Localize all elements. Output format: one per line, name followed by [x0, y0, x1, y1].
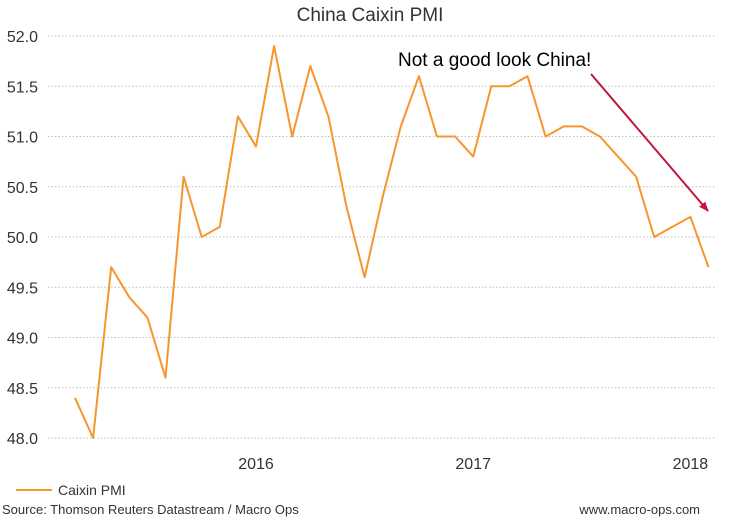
- y-tick-label: 48.0: [7, 431, 38, 448]
- x-tick-label: 2018: [673, 456, 709, 473]
- annotation-arrow: [590, 73, 709, 212]
- gridlines: [48, 35, 716, 439]
- legend-label: Caixin PMI: [58, 482, 126, 498]
- website-text: www.macro-ops.com: [578, 502, 700, 517]
- annotation-text: Not a good look China!: [398, 50, 591, 71]
- y-tick-label: 49.0: [7, 331, 38, 348]
- x-tick-label: 2016: [238, 456, 274, 473]
- y-tick-label: 50.5: [7, 180, 38, 197]
- y-tick-label: 48.5: [7, 381, 38, 398]
- chart-title: China Caixin PMI: [297, 5, 444, 26]
- x-tick-label: 2017: [455, 456, 491, 473]
- y-tick-label: 50.0: [7, 230, 38, 247]
- y-tick-label: 52.0: [7, 29, 38, 46]
- series-line-caixin-pmi: [74, 45, 710, 439]
- source-text: Source: Thomson Reuters Datastream / Mac…: [2, 502, 299, 517]
- x-axis-ticks: 2016 2017 2018: [238, 456, 708, 473]
- y-tick-label: 51.0: [7, 130, 38, 147]
- y-axis-ticks: 48.0 48.5 49.0 49.5 50.0 50.5 51.0 51.5 52.0: [7, 29, 38, 448]
- y-tick-label: 51.5: [7, 79, 38, 96]
- y-tick-label: 49.5: [7, 280, 38, 297]
